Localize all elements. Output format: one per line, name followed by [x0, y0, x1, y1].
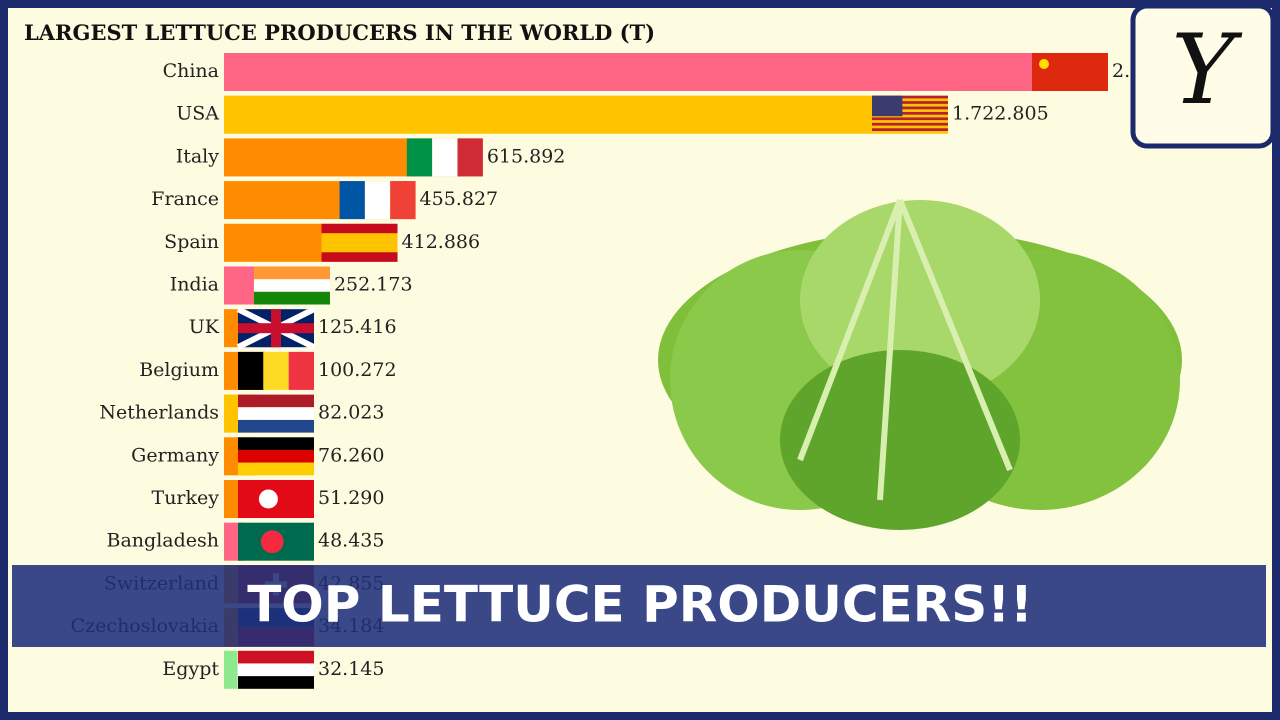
flag-part [238, 407, 314, 420]
flag-part [321, 252, 398, 262]
flag [238, 351, 314, 390]
flag-part [872, 95, 949, 99]
flag-part [321, 242, 398, 253]
flag-part [238, 323, 314, 334]
flag-part [321, 233, 398, 243]
flag-part [390, 181, 416, 220]
value-label: 455.827 [420, 188, 499, 210]
category-label: Egypt [162, 658, 219, 680]
value-label: 412.886 [402, 231, 481, 253]
flag-part [872, 106, 949, 110]
flag-part [238, 437, 314, 450]
flag-part [238, 449, 314, 463]
value-label: 48.435 [318, 530, 384, 552]
flag [238, 650, 314, 689]
flag [236, 306, 316, 350]
banner-bg [12, 565, 1266, 647]
flag-part [1032, 53, 1108, 91]
category-label: Turkey [152, 487, 220, 509]
category-label: Spain [164, 231, 219, 253]
banner-text: TOP LETTUCE PRODUCERS!! [247, 576, 1033, 634]
flag-part [872, 128, 949, 131]
flag-part [364, 181, 391, 220]
chart-title: LARGEST LETTUCE PRODUCERS IN THE WORLD (… [24, 20, 655, 45]
value-label: 100.272 [318, 359, 397, 381]
flag-part [872, 122, 949, 126]
flag [872, 95, 949, 131]
flag [238, 480, 314, 518]
flag-part [339, 181, 365, 220]
category-label: India [170, 274, 219, 296]
category-label: Bangladesh [107, 530, 220, 552]
flag [253, 266, 330, 305]
flag-part [288, 351, 314, 390]
value-label: 82.023 [318, 402, 384, 424]
flag-part [872, 95, 903, 117]
category-label: France [151, 188, 219, 210]
flag-part [321, 223, 398, 234]
value-label: 125.416 [318, 316, 397, 338]
flag [1032, 53, 1108, 91]
flag-part [253, 266, 330, 280]
category-label: Italy [176, 145, 220, 167]
flag-part [263, 351, 289, 390]
flag-part [253, 279, 330, 292]
flag [406, 138, 483, 177]
logo-box [1130, 3, 1276, 149]
value-label: 76.260 [318, 444, 384, 466]
flag-part [872, 111, 949, 115]
category-label: Germany [131, 444, 219, 466]
flag [321, 223, 398, 262]
flag-part [872, 117, 949, 121]
category-label: China [163, 60, 219, 82]
logo-text: Y [1171, 14, 1243, 126]
category-label: USA [176, 103, 219, 125]
value-label: 51.290 [318, 487, 384, 509]
flag-part [238, 663, 314, 677]
flag-part [238, 351, 264, 390]
flag-part [238, 394, 314, 408]
flag [238, 394, 314, 433]
flag [339, 181, 416, 220]
flag-part [457, 138, 483, 177]
flag [238, 437, 314, 476]
flag-part [238, 650, 314, 664]
value-label: 615.892 [487, 145, 566, 167]
category-label: UK [189, 316, 220, 338]
flag-part [406, 138, 433, 177]
flag [238, 522, 314, 561]
bar [224, 53, 1108, 91]
flag-part [258, 489, 278, 509]
value-label: 1.722.805 [952, 103, 1049, 125]
flag-part [260, 530, 284, 554]
flag-part [432, 138, 458, 177]
bar [224, 650, 238, 689]
value-label: 252.173 [334, 274, 413, 296]
bar [224, 95, 949, 134]
flag-part [238, 462, 314, 476]
flag-part [253, 291, 330, 305]
flag-part [1039, 59, 1049, 69]
lettuce-image [658, 198, 1182, 530]
category-label: Belgium [139, 359, 219, 381]
flag-part [238, 676, 314, 689]
value-label: 32.145 [318, 658, 384, 680]
flag-part [872, 101, 949, 104]
flag-part [238, 419, 314, 433]
category-label: Netherlands [99, 402, 219, 424]
